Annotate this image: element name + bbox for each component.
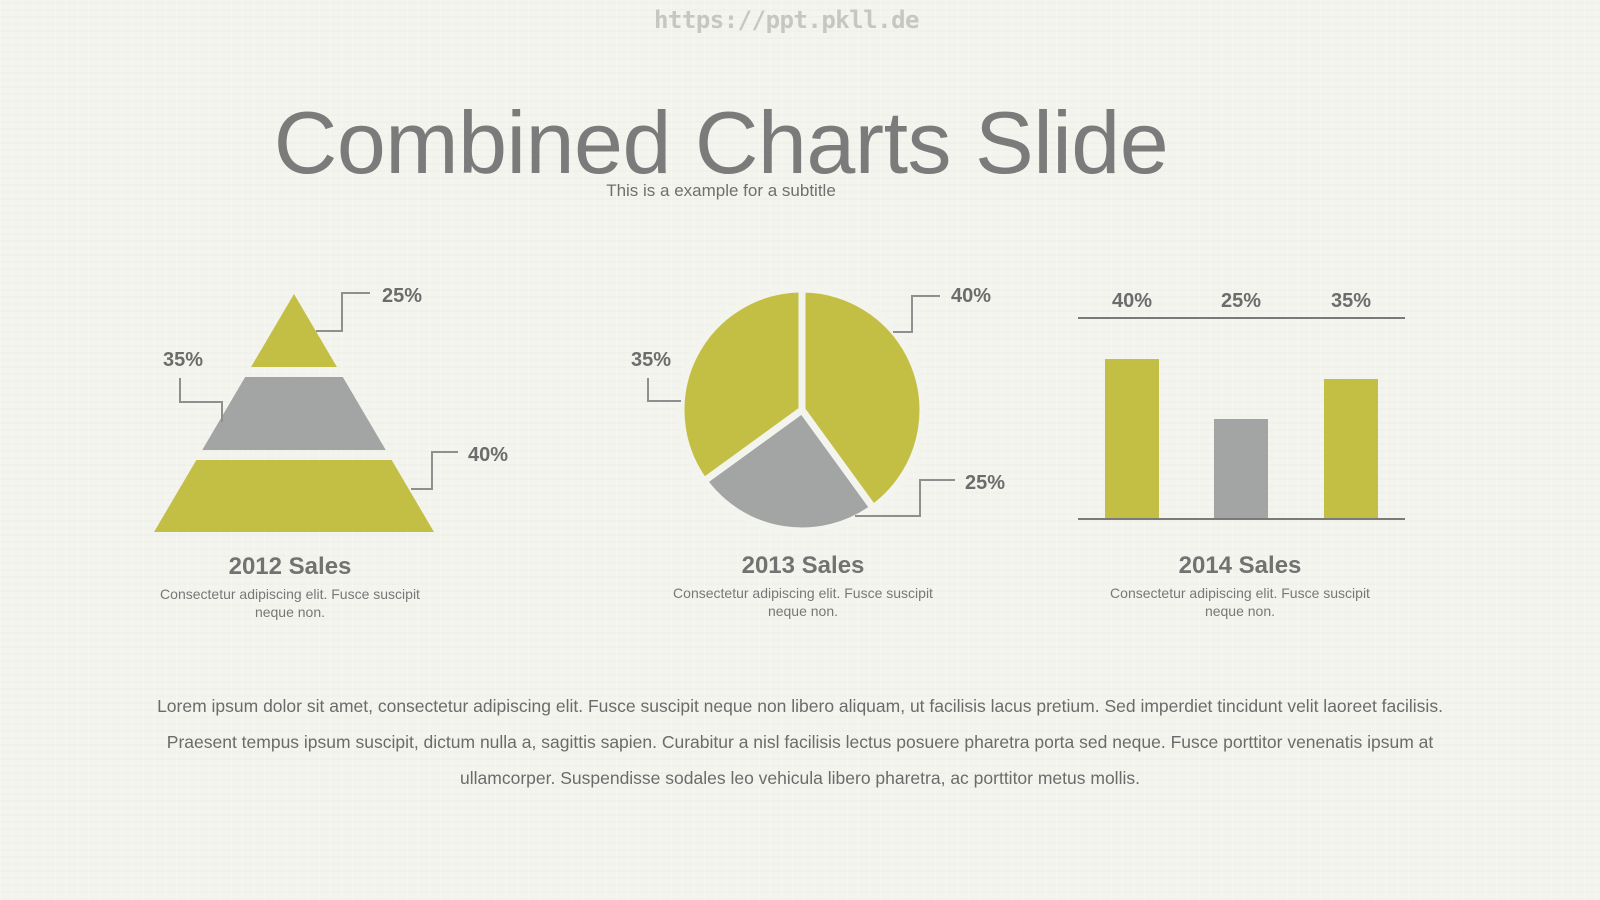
bar-label-1: 40% <box>1112 290 1152 312</box>
chart-title-2012: 2012 Sales <box>228 553 352 580</box>
pie-label-35: 35% <box>631 349 671 371</box>
pyramid-segment-top <box>251 294 337 367</box>
pie-leader-25 <box>855 479 955 517</box>
bar-label-2: 25% <box>1221 290 1261 312</box>
pyramid-label-top: 25% <box>382 285 422 307</box>
pyramid-segment-bottom <box>154 460 434 532</box>
pyramid-leader-bottom <box>411 451 458 490</box>
pyramid-segment-middle <box>202 377 386 450</box>
pyramid-leader-middle <box>179 378 223 422</box>
chart-title-2014: 2014 Sales <box>1178 552 1302 579</box>
chart-description-2012: Consectetur adipiscing elit. Fusce susci… <box>160 586 420 620</box>
bar-1 <box>1105 359 1159 519</box>
pie-leader-40 <box>893 295 940 333</box>
chart-description-2013: Consectetur adipiscing elit. Fusce susci… <box>673 585 933 619</box>
slide-title: Combined Charts Slide <box>273 93 1169 192</box>
pie-label-25: 25% <box>965 472 1005 494</box>
bar-label-3: 35% <box>1331 290 1371 312</box>
pie-label-40: 40% <box>951 285 991 307</box>
bar-3 <box>1324 379 1378 519</box>
pie-slice-25 <box>700 406 877 535</box>
watermark-url: https://ppt.pkll.de <box>653 6 920 34</box>
chart-title-2013: 2013 Sales <box>741 552 865 579</box>
pie-slice-35 <box>677 285 806 485</box>
bar-2 <box>1214 419 1268 519</box>
pyramid-leader-top <box>316 292 370 332</box>
pyramid-label-middle: 35% <box>163 349 203 371</box>
body-paragraph: Lorem ipsum dolor sit amet, consectetur … <box>157 696 1443 788</box>
pyramid-label-bottom: 40% <box>468 444 508 466</box>
pie-leader-35 <box>647 378 681 402</box>
chart-description-2014: Consectetur adipiscing elit. Fusce susci… <box>1110 585 1370 619</box>
slide-subtitle: This is a example for a subtitle <box>606 181 836 200</box>
pie-slice-40 <box>798 285 927 512</box>
